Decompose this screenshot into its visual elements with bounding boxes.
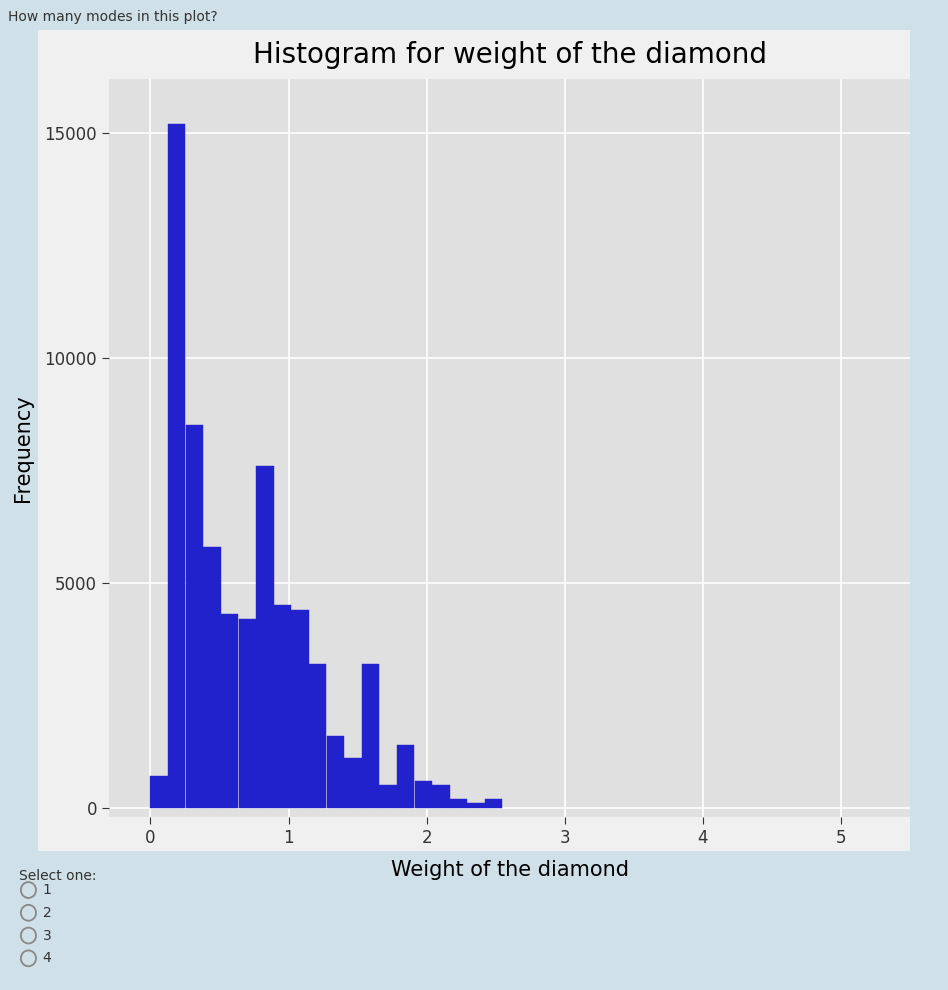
Bar xyxy=(414,781,432,808)
Bar xyxy=(379,785,397,808)
Bar xyxy=(203,546,221,808)
Bar xyxy=(362,664,379,808)
X-axis label: Weight of the diamond: Weight of the diamond xyxy=(391,860,629,880)
Bar xyxy=(397,744,414,808)
Bar xyxy=(467,803,484,808)
Bar xyxy=(309,664,326,808)
Bar xyxy=(449,799,467,808)
Bar xyxy=(221,615,238,808)
Bar xyxy=(344,758,361,808)
Y-axis label: Frequency: Frequency xyxy=(13,394,33,502)
Bar xyxy=(168,124,186,808)
Text: 2: 2 xyxy=(43,906,51,920)
Bar xyxy=(485,799,502,808)
Bar xyxy=(326,736,344,808)
Bar xyxy=(186,426,203,808)
Bar xyxy=(151,776,168,808)
Text: Select one:: Select one: xyxy=(19,869,97,883)
Bar xyxy=(256,466,274,808)
Bar xyxy=(239,619,256,808)
Text: 4: 4 xyxy=(43,951,51,965)
Text: 3: 3 xyxy=(43,929,51,942)
Title: Histogram for weight of the diamond: Histogram for weight of the diamond xyxy=(252,41,767,68)
Text: How many modes in this plot?: How many modes in this plot? xyxy=(8,10,217,24)
Bar xyxy=(291,610,309,808)
Text: 1: 1 xyxy=(43,883,51,897)
Bar xyxy=(432,785,449,808)
Bar xyxy=(274,605,291,808)
